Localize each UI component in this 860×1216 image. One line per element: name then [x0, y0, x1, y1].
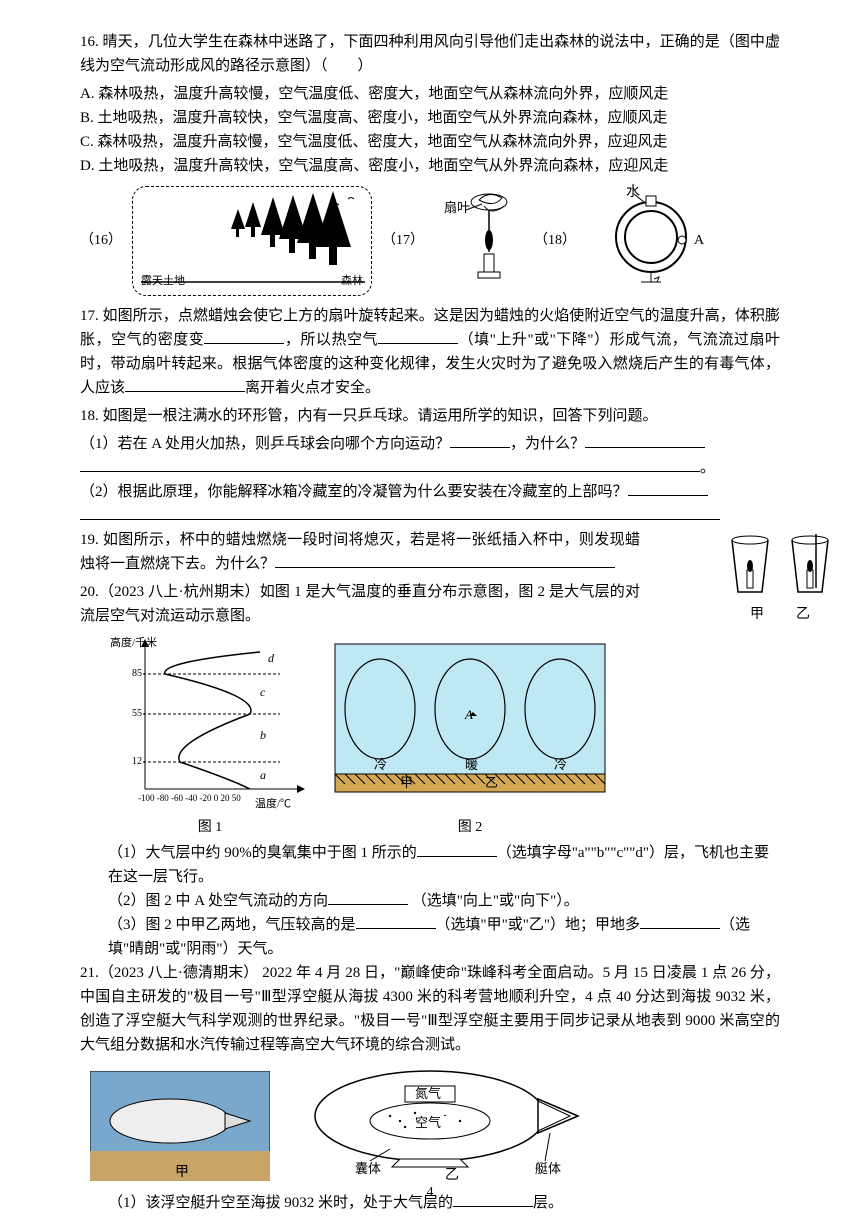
q19-blank[interactable] — [275, 552, 615, 568]
q20-sub1a: （1）大气层中约 90%的臭氧集中于图 1 所示的 — [108, 845, 417, 861]
svg-text:甲: 甲 — [175, 1165, 189, 1180]
ring-tube-figure: 水 A — [586, 182, 716, 300]
q17-text: 17. 如图所示，点燃蜡烛会使它上方的扇叶旋转起来。这是因为蜡烛的火焰使附近空气… — [80, 304, 780, 400]
fig-label-18: （18） — [534, 230, 576, 252]
q16-choice-d: D. 土地吸热，温度升高较快，空气温度高、密度小，地面空气从外界流向森林，应迎风… — [80, 154, 780, 178]
svg-text:囊体: 囊体 — [355, 1161, 381, 1176]
svg-text:乙: 乙 — [485, 775, 498, 790]
q17-part4: 离开着火点才安全。 — [245, 380, 380, 396]
q20-sub3: （3）图 2 中甲乙两地，气压较高的是（选填"甲"或"乙"）地；甲地多（选填"晴… — [108, 913, 780, 961]
chart1-caption: 图 1 — [110, 817, 310, 839]
q20-blank1[interactable] — [417, 841, 497, 857]
svg-text:85: 85 — [132, 668, 142, 679]
forest-figure: 露天土地 森林 — [132, 186, 372, 296]
svg-text:空气: 空气 — [415, 1115, 441, 1130]
svg-text:高度/千米: 高度/千米 — [110, 635, 157, 649]
q20-text: 20.（2023 八上·杭州期末）如图 1 是大气温度的垂直分布示意图，图 2 … — [80, 580, 780, 628]
q19-text: 19. 如图所示，杯中的蜡烛燃烧一段时间将熄灭，若是将一张纸插入杯中，则发现蜡烛… — [80, 528, 780, 576]
svg-text:12: 12 — [132, 756, 142, 767]
chart2-caption: 图 2 — [330, 817, 610, 839]
page-number: 4 — [0, 1182, 860, 1204]
svg-text:-100 -80 -60 -40 -20 0 20 50: -100 -80 -60 -40 -20 0 20 50 — [138, 793, 241, 803]
q20-sub3a: （3）图 2 中甲乙两地，气压较高的是 — [108, 917, 356, 933]
svg-text:冷: 冷 — [374, 757, 387, 772]
airship-row: 甲 氮气 空气 囊体 艇体 乙 — [90, 1061, 780, 1189]
cup-yi — [786, 534, 834, 604]
q21-text: 21.（2023 八上·德清期末） 2022 年 4 月 28 日，"巅峰使命"… — [80, 961, 780, 1057]
q17-blank1[interactable] — [204, 328, 284, 344]
cups-figure: 甲 乙 — [720, 534, 840, 626]
q18-sub1a: （1）若在 A 处用火加热，则乒乓球会向哪个方向运动？ — [80, 436, 450, 452]
fig-label-16: （16） — [80, 230, 122, 252]
q18-blank-long[interactable] — [80, 456, 700, 472]
q20-blank2[interactable] — [328, 889, 408, 905]
q16-choice-a: A. 森林吸热，温度升高较慢，空气温度低、密度大，地面空气从森林流向外界，应顺风… — [80, 82, 780, 106]
q20-sub3b: （选填"甲"或"乙"）地；甲地多 — [436, 917, 641, 933]
svg-text:温度/℃: 温度/℃ — [255, 796, 291, 809]
cup-jia — [726, 534, 774, 604]
q20-blank3[interactable] — [356, 913, 436, 929]
svg-text:c: c — [260, 685, 266, 699]
charts-row: 高度/千米 12 55 85 a b c d -100 -80 -60 -40 … — [110, 634, 780, 839]
q18-period: 。 — [700, 460, 715, 476]
fig-label-17: （17） — [382, 230, 424, 252]
svg-text:艇体: 艇体 — [535, 1161, 561, 1176]
q18-text: 18. 如图是一根注满水的环形管，内有一只乒乓球。请运用所学的知识，回答下列问题… — [80, 404, 780, 428]
svg-text:55: 55 — [132, 708, 142, 719]
svg-text:乙: 乙 — [445, 1167, 459, 1181]
q20-sub1: （1）大气层中约 90%的臭氧集中于图 1 所示的（选填字母"a""b""c""… — [108, 841, 780, 889]
q18-sub1b: ，为什么？ — [510, 436, 585, 452]
svg-text:d: d — [268, 651, 275, 665]
q18-blank1[interactable] — [450, 432, 510, 448]
chart1-container: 高度/千米 12 55 85 a b c d -100 -80 -60 -40 … — [110, 634, 310, 839]
q18-sub2: （2）根据此原理，你能解释冰箱冷藏室的冷凝管为什么要安装在冷藏室的上部吗？ — [80, 480, 780, 504]
q17-part2: ，所以热空气 — [284, 332, 378, 348]
forest-left-label: 露天土地 — [141, 273, 185, 291]
q16-choice-b: B. 土地吸热，温度升高较快，空气温度高、密度小，地面空气从外界流向森林，应顺风… — [80, 106, 780, 130]
svg-text:氮气: 氮气 — [415, 1086, 441, 1101]
forest-right-label: 森林 — [341, 273, 363, 291]
q20-sub2a: （2）图 2 中 A 处空气流动的方向 — [108, 893, 328, 909]
svg-text:a: a — [260, 768, 266, 782]
fan-label: 扇叶 — [444, 200, 470, 215]
svg-text:暖: 暖 — [465, 757, 478, 772]
airship-diagram: 氮气 空气 囊体 艇体 乙 — [300, 1061, 600, 1189]
q16-text: 16. 晴天，几位大学生在森林中迷路了，下面四种利用风向引导他们走出森林的说法中… — [80, 30, 780, 78]
q16-choice-c: C. 森林吸热，温度升高较慢，空气温度低、密度大，地面空气从森林流向外界，应迎风… — [80, 130, 780, 154]
chart2: A 冷 暖 冷 甲 乙 — [330, 634, 610, 809]
fig-row-16-18: （16） 露天土地 森林 （17） 扇叶 — [80, 182, 780, 300]
q18-sub1: （1）若在 A 处用火加热，则乒乓球会向哪个方向运动？ ，为什么？ — [80, 432, 780, 456]
q18-blank3[interactable] — [628, 480, 708, 496]
svg-text:b: b — [260, 728, 266, 742]
chart2-container: A 冷 暖 冷 甲 乙 图 2 — [330, 634, 610, 839]
q18-blank-line: 。 — [80, 456, 780, 480]
cup-jia-label: 甲 — [750, 604, 764, 626]
chart1: 高度/千米 12 55 85 a b c d -100 -80 -60 -40 … — [110, 634, 310, 809]
a-label: A — [694, 233, 705, 248]
q17-blank2[interactable] — [378, 328, 458, 344]
q18-blank2[interactable] — [585, 432, 705, 448]
airship-photo: 甲 — [90, 1071, 270, 1189]
q18-blank-line2 — [80, 504, 780, 528]
q20-sub2b: （选填"向上"或"向下"）。 — [408, 893, 579, 909]
q20-sub2: （2）图 2 中 A 处空气流动的方向 （选填"向上"或"向下"）。 — [108, 889, 780, 913]
fan-figure: 扇叶 — [434, 182, 524, 300]
svg-text:冷: 冷 — [554, 757, 567, 772]
q20-blank4[interactable] — [640, 913, 720, 929]
q17-blank3[interactable] — [125, 376, 245, 392]
q18-blank-long2[interactable] — [80, 504, 720, 520]
svg-text:甲: 甲 — [400, 775, 413, 790]
cup-yi-label: 乙 — [796, 604, 810, 626]
q18-sub2-text: （2）根据此原理，你能解释冰箱冷藏室的冷凝管为什么要安装在冷藏室的上部吗？ — [80, 484, 628, 500]
